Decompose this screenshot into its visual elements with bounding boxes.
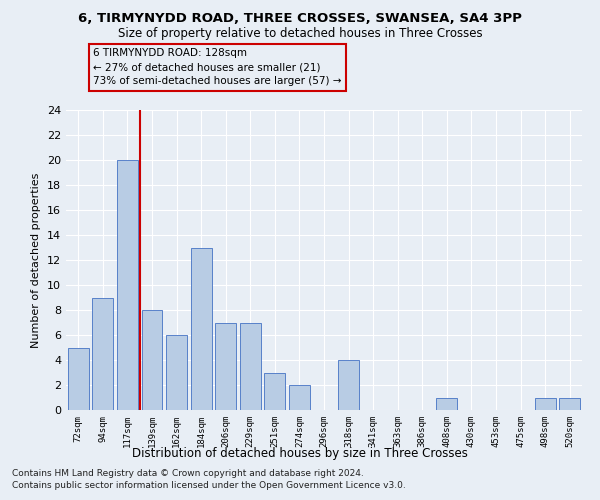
Bar: [191, 248, 212, 410]
Bar: [338, 360, 359, 410]
Text: Size of property relative to detached houses in Three Crosses: Size of property relative to detached ho…: [118, 28, 482, 40]
Bar: [142, 310, 163, 410]
Text: Contains HM Land Registry data © Crown copyright and database right 2024.: Contains HM Land Registry data © Crown c…: [12, 468, 364, 477]
Bar: [240, 322, 261, 410]
Y-axis label: Number of detached properties: Number of detached properties: [31, 172, 41, 348]
Bar: [265, 372, 286, 410]
Text: 6, TIRMYNYDD ROAD, THREE CROSSES, SWANSEA, SA4 3PP: 6, TIRMYNYDD ROAD, THREE CROSSES, SWANSE…: [78, 12, 522, 26]
Text: 6 TIRMYNYDD ROAD: 128sqm
← 27% of detached houses are smaller (21)
73% of semi-d: 6 TIRMYNYDD ROAD: 128sqm ← 27% of detach…: [93, 48, 341, 86]
Bar: [559, 398, 580, 410]
Bar: [68, 348, 89, 410]
Text: Contains public sector information licensed under the Open Government Licence v3: Contains public sector information licen…: [12, 481, 406, 490]
Bar: [289, 385, 310, 410]
Bar: [215, 322, 236, 410]
Bar: [535, 398, 556, 410]
Bar: [117, 160, 138, 410]
Bar: [166, 335, 187, 410]
Bar: [436, 398, 457, 410]
Text: Distribution of detached houses by size in Three Crosses: Distribution of detached houses by size …: [132, 448, 468, 460]
Bar: [92, 298, 113, 410]
